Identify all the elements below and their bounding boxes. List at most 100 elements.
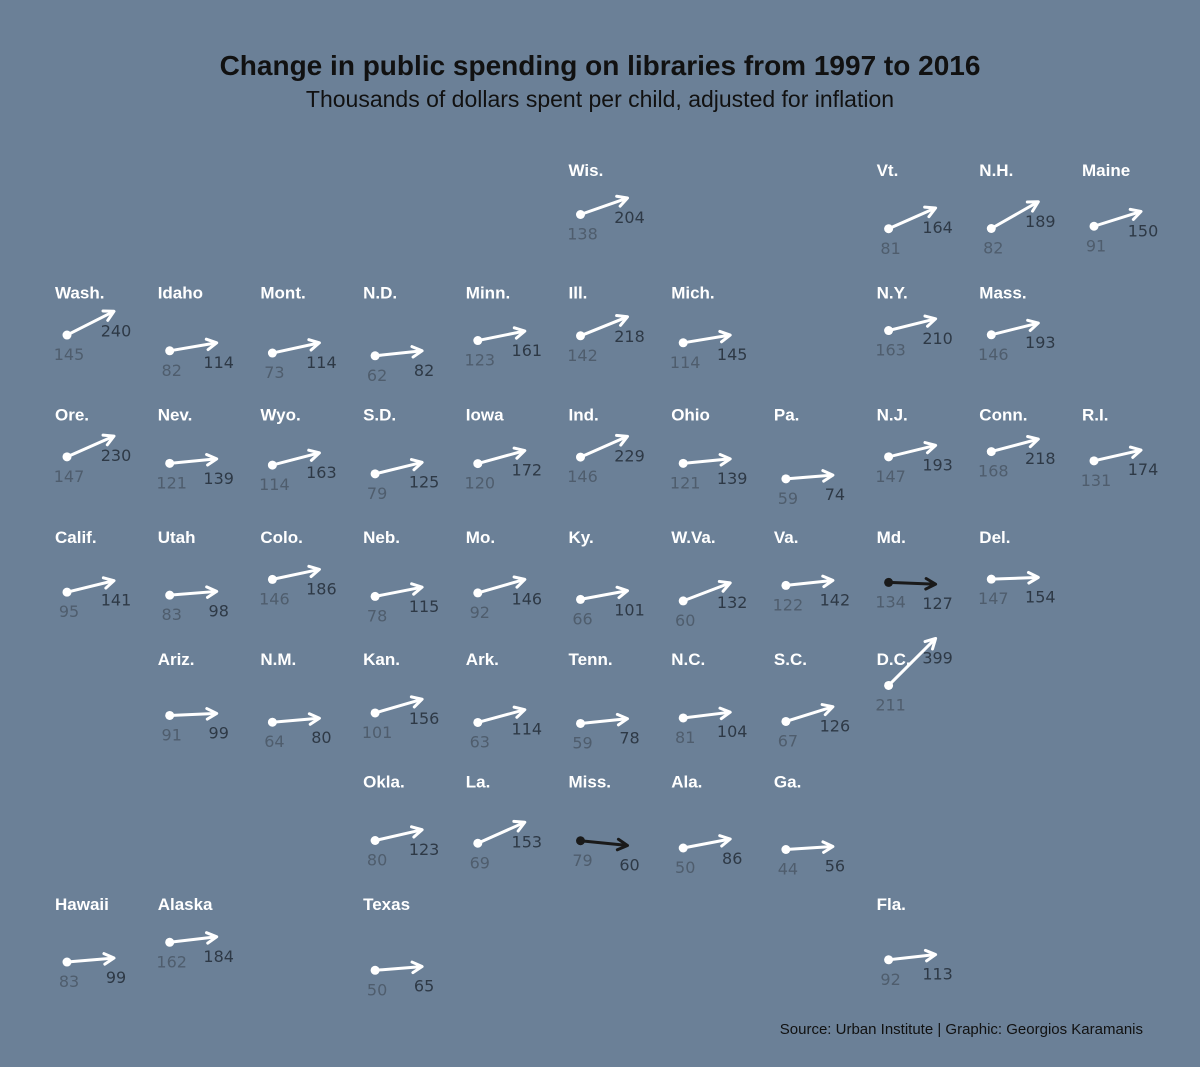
value-1997-dot bbox=[884, 955, 894, 965]
value-1997-label: 79 bbox=[572, 851, 592, 870]
value-1997-label: 162 bbox=[156, 952, 187, 971]
value-1997-dot bbox=[576, 718, 585, 728]
value-1997-dot bbox=[267, 574, 277, 584]
value-2016-label: 193 bbox=[1025, 333, 1056, 352]
change-arrowhead bbox=[924, 577, 938, 591]
state-tile-mich: Mich. 114 145 bbox=[670, 283, 748, 372]
change-arrowhead bbox=[307, 712, 321, 726]
change-line bbox=[681, 837, 730, 850]
value-1997-dot bbox=[267, 348, 277, 358]
change-line bbox=[579, 197, 628, 216]
value-1997-dot bbox=[370, 708, 380, 718]
change-line bbox=[784, 473, 833, 481]
state-tile-ky: Ky. 66 101 bbox=[569, 528, 645, 629]
state-tile-colo: Colo. 146 186 bbox=[259, 528, 337, 609]
value-1997-dot bbox=[370, 351, 380, 361]
state-tile-okla: Okla. 80 123 bbox=[363, 773, 439, 870]
state-tile-alaska: Alaska 162 184 bbox=[156, 895, 234, 972]
value-1997-label: 91 bbox=[1086, 236, 1106, 255]
state-name-label: Alaska bbox=[158, 895, 213, 914]
value-2016-label: 114 bbox=[203, 353, 234, 372]
state-name-label: Okla. bbox=[363, 773, 405, 792]
value-1997-label: 59 bbox=[778, 489, 798, 508]
state-tile-maine: Maine 91 150 bbox=[1082, 161, 1158, 255]
chart-title: Change in public spending on libraries f… bbox=[219, 50, 981, 81]
value-1997-label: 95 bbox=[59, 602, 79, 621]
value-1997-dot bbox=[473, 717, 483, 727]
value-1997-label: 123 bbox=[465, 351, 496, 370]
value-2016-label: 218 bbox=[1025, 449, 1056, 468]
change-line bbox=[168, 590, 217, 597]
state-tile-n-d: N.D. 62 82 bbox=[363, 283, 434, 385]
value-1997-dot bbox=[781, 580, 791, 590]
state-tile-ga: Ga. 44 56 bbox=[774, 773, 845, 879]
change-line bbox=[476, 449, 525, 466]
change-arrowhead bbox=[923, 441, 938, 455]
value-1997-dot bbox=[781, 845, 791, 854]
state-tile-ariz: Ariz. 91 99 bbox=[158, 650, 229, 744]
state-name-label: La. bbox=[466, 773, 491, 792]
value-1997-dot bbox=[986, 574, 996, 584]
value-1997-label: 50 bbox=[675, 858, 695, 877]
value-1997-label: 60 bbox=[675, 611, 695, 630]
value-1997-dot bbox=[165, 937, 175, 947]
value-2016-label: 172 bbox=[512, 461, 543, 480]
value-1997-label: 147 bbox=[875, 467, 906, 486]
change-arrowhead bbox=[615, 837, 629, 852]
change-arrowhead bbox=[821, 574, 835, 589]
change-arrowhead bbox=[923, 636, 938, 651]
value-1997-label: 44 bbox=[778, 860, 798, 879]
state-tile-n-m: N.M. 64 80 bbox=[260, 650, 331, 751]
state-name-label: Mont. bbox=[260, 283, 305, 302]
state-tile-mass: Mass. 146 193 bbox=[978, 283, 1056, 364]
state-tile-w-va: W.Va. 60 132 bbox=[671, 528, 747, 630]
change-line bbox=[476, 708, 525, 724]
state-name-label: Fla. bbox=[877, 895, 906, 914]
state-name-label: Calif. bbox=[55, 528, 97, 547]
value-1997-dot bbox=[884, 326, 894, 336]
change-arrowhead bbox=[1025, 200, 1040, 213]
value-2016-label: 60 bbox=[619, 856, 639, 875]
change-line bbox=[373, 698, 422, 715]
state-tile-kan: Kan. 101 156 bbox=[362, 650, 440, 742]
change-arrowhead bbox=[923, 205, 938, 219]
state-name-label: Tenn. bbox=[569, 650, 613, 669]
change-line bbox=[784, 579, 833, 587]
change-arrowhead bbox=[205, 585, 219, 599]
change-arrowhead bbox=[923, 948, 938, 963]
value-1997-label: 121 bbox=[156, 473, 187, 492]
change-arrowhead bbox=[718, 453, 732, 467]
change-arrowhead bbox=[615, 712, 629, 727]
change-line bbox=[579, 717, 628, 725]
state-tile-wash: Wash. 145 240 bbox=[54, 283, 132, 364]
state-tile-idaho: Idaho 82 114 bbox=[158, 283, 234, 380]
value-1997-dot bbox=[576, 836, 585, 846]
value-1997-dot bbox=[576, 452, 585, 462]
change-line bbox=[887, 207, 936, 231]
change-arrowhead bbox=[821, 469, 835, 483]
change-line bbox=[476, 821, 525, 845]
value-1997-label: 81 bbox=[880, 239, 900, 258]
state-name-label: Del. bbox=[979, 528, 1010, 547]
state-name-label: Ky. bbox=[569, 528, 594, 547]
state-tile-ala: Ala. 50 86 bbox=[671, 773, 742, 878]
value-1997-label: 79 bbox=[367, 484, 387, 503]
change-line bbox=[168, 935, 217, 944]
change-line bbox=[579, 589, 628, 601]
value-1997-dot bbox=[678, 713, 688, 723]
state-tile-ind: Ind. 146 229 bbox=[567, 406, 645, 487]
value-2016-label: 210 bbox=[922, 329, 953, 348]
value-2016-label: 139 bbox=[717, 469, 748, 488]
state-name-label: Hawaii bbox=[55, 895, 109, 914]
value-1997-label: 147 bbox=[54, 467, 85, 486]
value-1997-dot bbox=[165, 590, 175, 600]
change-arrowhead bbox=[717, 579, 732, 593]
state-tile-conn: Conn. 168 218 bbox=[978, 406, 1056, 481]
state-tile-texas: Texas 50 65 bbox=[363, 895, 434, 1000]
change-arrowhead bbox=[1026, 570, 1040, 585]
value-1997-label: 92 bbox=[880, 970, 900, 989]
value-1997-label: 138 bbox=[567, 225, 598, 244]
source-note: Source: Urban Institute | Graphic: Georg… bbox=[779, 1021, 1143, 1038]
state-name-label: Mass. bbox=[979, 283, 1026, 302]
value-1997-dot bbox=[781, 474, 791, 484]
